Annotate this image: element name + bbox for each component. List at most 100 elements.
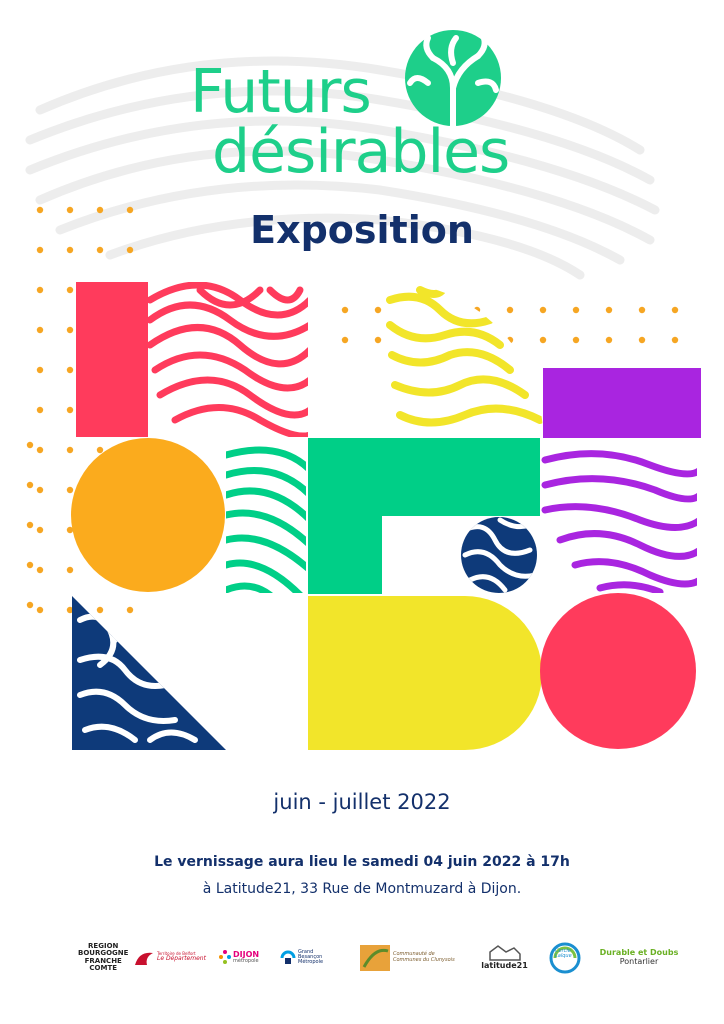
region-line-2: BOURGOGNE xyxy=(78,949,129,958)
dot xyxy=(26,601,34,609)
exhibition-dates: juin - juillet 2022 xyxy=(273,790,451,814)
dot xyxy=(36,526,44,534)
dot xyxy=(36,206,44,214)
cercle-icon xyxy=(549,942,581,973)
dot xyxy=(539,336,547,344)
cluny-line-1: Communauté de xyxy=(393,951,435,958)
besancon-line-3: Métropole xyxy=(298,959,324,966)
dot xyxy=(638,306,646,314)
durable-line-2: Pontarlier xyxy=(619,956,659,966)
dot xyxy=(36,566,44,574)
dot xyxy=(66,606,74,614)
region-line-4: COMTE xyxy=(89,963,118,972)
dot xyxy=(36,606,44,614)
dot xyxy=(66,326,74,334)
durable-line-1: Durable et Doubs xyxy=(599,948,679,958)
dot xyxy=(36,246,44,254)
dot xyxy=(126,206,134,214)
dot xyxy=(66,366,74,374)
yellow-shape xyxy=(308,596,542,750)
dot xyxy=(96,446,104,454)
dijon-main: DIJON xyxy=(233,949,260,959)
latitude-icon xyxy=(488,945,521,962)
red-block xyxy=(76,282,148,437)
logo-latitude: latitude21 xyxy=(481,935,528,980)
cluny-icon xyxy=(360,944,390,971)
dot xyxy=(605,336,613,344)
green-line-pattern xyxy=(226,446,306,593)
dot xyxy=(341,306,349,314)
region-line-1: REGION xyxy=(88,941,119,950)
red-circle xyxy=(540,593,696,749)
vernissage-text: Le vernissage aura lieu le samedi 04 jui… xyxy=(154,854,570,870)
dot xyxy=(96,606,104,614)
dot xyxy=(26,441,34,449)
dot xyxy=(66,486,74,494)
logo-dijon: DIJON métropole xyxy=(218,935,268,980)
logo-cercle: Cercle Laïque xyxy=(549,935,585,980)
dot xyxy=(36,326,44,334)
orange-circle xyxy=(71,438,225,592)
dot xyxy=(126,246,134,254)
fingerprint-background xyxy=(25,56,660,280)
dot xyxy=(605,306,613,314)
dot xyxy=(671,306,679,314)
dot xyxy=(66,286,74,294)
logo-line-2: désirables xyxy=(212,117,510,187)
artwork xyxy=(71,281,701,750)
dot xyxy=(26,561,34,569)
dot xyxy=(572,336,580,344)
dot xyxy=(66,206,74,214)
green-block xyxy=(308,438,540,594)
navy-ball xyxy=(461,517,537,593)
dot xyxy=(96,246,104,254)
dot xyxy=(96,206,104,214)
dot xyxy=(26,481,34,489)
yellow-pattern xyxy=(386,281,543,437)
dijon-sub: métropole xyxy=(233,958,259,965)
dot xyxy=(66,566,74,574)
belfort-icon xyxy=(135,952,153,965)
belfort-main: Le Département xyxy=(157,955,206,963)
logo-line-1: Futurs xyxy=(190,57,372,127)
purple-block xyxy=(543,368,701,438)
dot xyxy=(638,336,646,344)
logo-region: REGION BOURGOGNE FRANCHE COMTE xyxy=(78,935,136,980)
red-line-pattern xyxy=(148,282,308,437)
dot xyxy=(36,446,44,454)
purple-line-pattern xyxy=(541,450,697,593)
logo-cluny: Communauté de Communes du Clunysois xyxy=(360,935,455,980)
logo-durable: Durable et Doubs Pontarlier xyxy=(598,935,680,980)
dot xyxy=(66,246,74,254)
dot xyxy=(572,306,580,314)
address-text: à Latitude21, 33 Rue de Montmuzard à Dij… xyxy=(202,881,522,897)
cercle-line-1: Cercle xyxy=(555,948,571,954)
dot xyxy=(374,306,382,314)
dot xyxy=(341,336,349,344)
dot xyxy=(36,286,44,294)
tree-icon xyxy=(405,30,501,128)
dot xyxy=(671,336,679,344)
page-title: Exposition xyxy=(250,208,474,252)
logo-belfort: Territoire de Belfort Le Département xyxy=(133,935,208,980)
besancon-line-2: Besançon xyxy=(298,953,323,960)
besancon-icon xyxy=(280,950,296,964)
dot xyxy=(506,306,514,314)
dijon-icon xyxy=(219,949,231,964)
logo-besancon: Grand Besançon Métropole xyxy=(280,935,340,980)
dot xyxy=(374,336,382,344)
dot xyxy=(126,606,134,614)
dot xyxy=(36,406,44,414)
besancon-line-1: Grand xyxy=(298,948,314,955)
dot xyxy=(66,526,74,534)
belfort-small: Territoire de Belfort xyxy=(157,951,196,957)
dot xyxy=(66,406,74,414)
region-line-3: FRANCHE xyxy=(84,956,122,965)
dot xyxy=(66,446,74,454)
cluny-line-2: Communes du Clunysois xyxy=(393,956,455,963)
latitude-label: latitude21 xyxy=(481,961,528,971)
dot xyxy=(36,366,44,374)
dot xyxy=(26,521,34,529)
dot xyxy=(539,306,547,314)
navy-triangle xyxy=(72,596,226,750)
